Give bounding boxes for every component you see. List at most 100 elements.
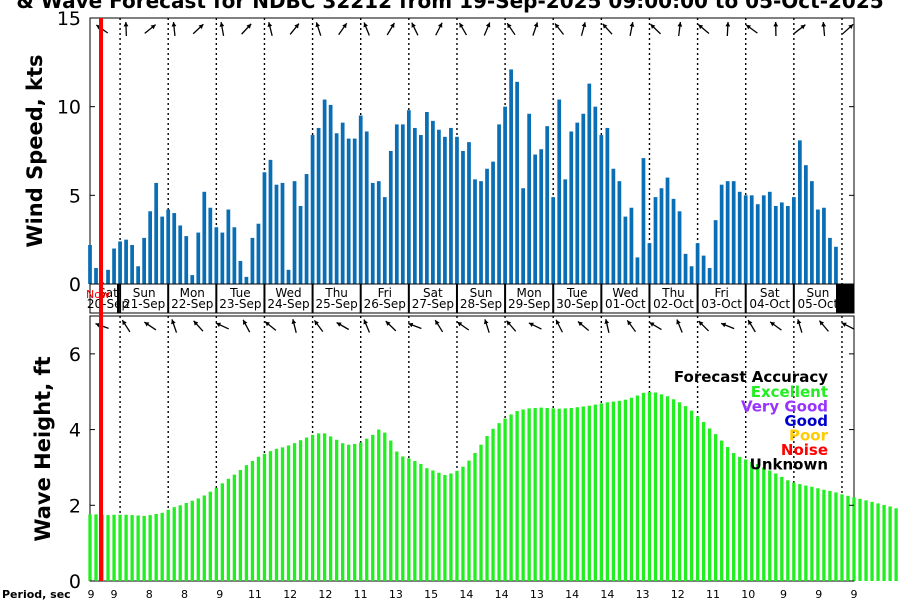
bar (623, 216, 628, 284)
direction-arrow-icon (171, 319, 178, 333)
bar (334, 133, 339, 284)
day-of-week-label: Thu (661, 286, 685, 300)
day-of-week-label: Fri (715, 286, 729, 300)
bar (401, 456, 405, 581)
bar (419, 135, 423, 284)
bar (533, 154, 538, 284)
day-of-week-label: Sun (133, 286, 156, 300)
direction-arrow-icon (315, 22, 322, 36)
day-date-label: 24-Sep (267, 297, 309, 311)
bar (780, 476, 784, 581)
wind-direction-arrows (95, 21, 854, 37)
bar (575, 122, 580, 284)
direction-arrow-icon (818, 320, 829, 332)
direction-arrow-icon (602, 23, 613, 35)
bar (202, 495, 206, 581)
direction-arrow-icon (747, 319, 756, 333)
bar (148, 211, 153, 284)
bar (268, 451, 273, 581)
bar (244, 276, 249, 284)
day-of-week-label: Mon (180, 286, 205, 300)
bar (389, 440, 393, 581)
day-band-frame (89, 283, 855, 314)
now-label: Now (86, 288, 110, 301)
bar (292, 443, 297, 581)
bar (431, 120, 435, 284)
bar (328, 436, 333, 581)
direction-arrow-icon (698, 320, 710, 332)
bar (274, 448, 279, 581)
direction-arrow-icon (193, 320, 204, 332)
bar (353, 443, 357, 581)
bar (455, 136, 459, 284)
bar (232, 474, 237, 581)
direction-arrow-icon (720, 322, 735, 330)
bar (665, 396, 670, 581)
direction-arrow-icon (483, 319, 490, 333)
period-row: Period, sec 9 9 8 8 9 11 12 12 11 13 15 14 14 13 14 14 1… (2, 588, 858, 600)
bar (250, 237, 255, 284)
bar (726, 446, 730, 581)
direction-arrow-icon (411, 22, 419, 36)
direction-arrow-icon (143, 321, 157, 331)
bar (377, 429, 381, 581)
bar (707, 268, 712, 284)
legend-item: Excellent (751, 383, 828, 401)
legend-item: Noise (781, 441, 828, 459)
day-date-label: 03-Oct (701, 297, 742, 311)
bar (575, 407, 579, 581)
bar (834, 246, 838, 284)
bar (659, 188, 664, 284)
day-band-end (836, 284, 854, 313)
bar (226, 209, 231, 284)
bar (587, 83, 592, 284)
bar (515, 411, 519, 581)
bar (364, 131, 369, 284)
bar (406, 110, 411, 285)
bar (539, 149, 544, 284)
y-tick-label: 10 (57, 97, 81, 119)
bar (810, 486, 814, 581)
bar (647, 392, 652, 581)
bar (822, 489, 826, 581)
period-value: 11 (706, 588, 720, 600)
direction-arrow-icon (532, 22, 539, 36)
period-value: 11 (248, 588, 262, 600)
period-value: 9 (88, 588, 95, 600)
bar (208, 207, 213, 284)
bar (322, 99, 327, 284)
direction-arrow-icon (506, 22, 516, 36)
legend-item: Poor (789, 427, 829, 445)
direction-arrow-icon (385, 320, 397, 332)
direction-arrow-icon (626, 319, 637, 333)
period-value: 8 (146, 588, 153, 600)
bar (738, 456, 742, 581)
direction-arrow-icon (242, 319, 251, 333)
period-value: 9 (216, 588, 223, 600)
bar (756, 464, 760, 581)
period-value: 10 (741, 588, 755, 600)
bar (485, 436, 489, 581)
day-date-label: 28-Sep (460, 297, 502, 311)
bar (178, 505, 182, 581)
bar (172, 507, 176, 581)
bar (792, 482, 796, 581)
direction-arrow-icon (842, 23, 854, 35)
direction-arrow-icon (264, 321, 277, 331)
bar (731, 181, 736, 284)
direction-arrow-icon (291, 319, 297, 333)
direction-arrow-icon (434, 319, 444, 333)
bar (425, 468, 429, 581)
bar (485, 168, 489, 284)
bar (461, 151, 465, 284)
wind-speed-panel: 0 5 10 15 Wind Speed, kts (23, 8, 855, 296)
day-of-week-label: Thu (324, 286, 348, 300)
bar (750, 461, 754, 581)
day-date-label: 20-Sep (87, 297, 129, 311)
direction-arrow-icon (456, 321, 470, 331)
bar (184, 503, 188, 581)
bar (509, 414, 513, 581)
bar (563, 408, 567, 581)
